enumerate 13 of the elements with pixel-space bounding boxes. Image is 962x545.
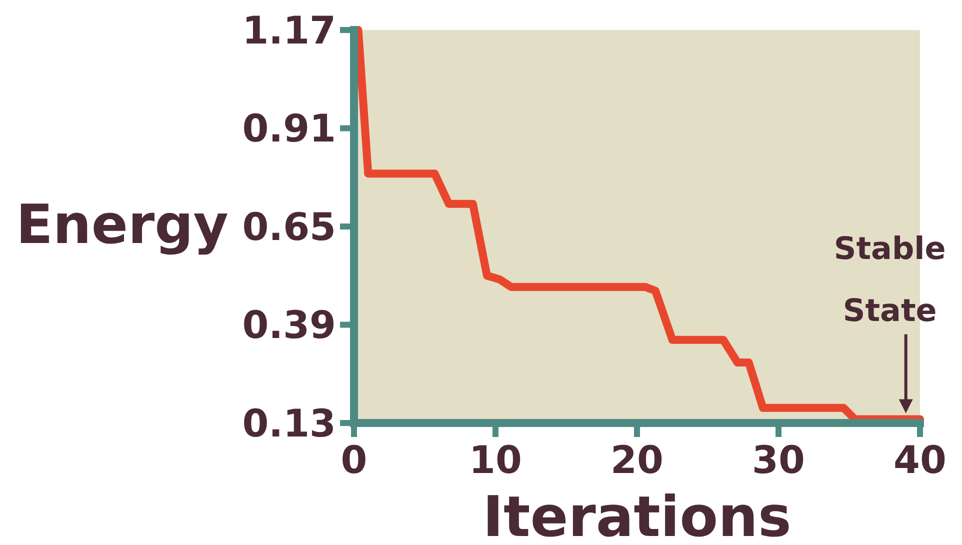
x-tick-label: 20 xyxy=(610,438,664,482)
y-axis-title: Energy xyxy=(16,193,228,256)
x-tick-label: 40 xyxy=(894,438,946,482)
y-tick-label: 1.17 xyxy=(242,8,336,52)
annotation: Stable State xyxy=(834,231,946,330)
x-tick-label: 0 xyxy=(340,438,368,482)
y-tick-label: 0.65 xyxy=(242,204,336,249)
y-tick-label: 0.39 xyxy=(242,303,336,348)
x-axis-title: Iterations xyxy=(482,485,792,545)
y-tick-label: 0.13 xyxy=(242,401,336,446)
y-tick-label: 0.91 xyxy=(242,106,336,151)
x-tick-label: 30 xyxy=(752,438,805,482)
x-tick-label: 10 xyxy=(469,438,522,482)
